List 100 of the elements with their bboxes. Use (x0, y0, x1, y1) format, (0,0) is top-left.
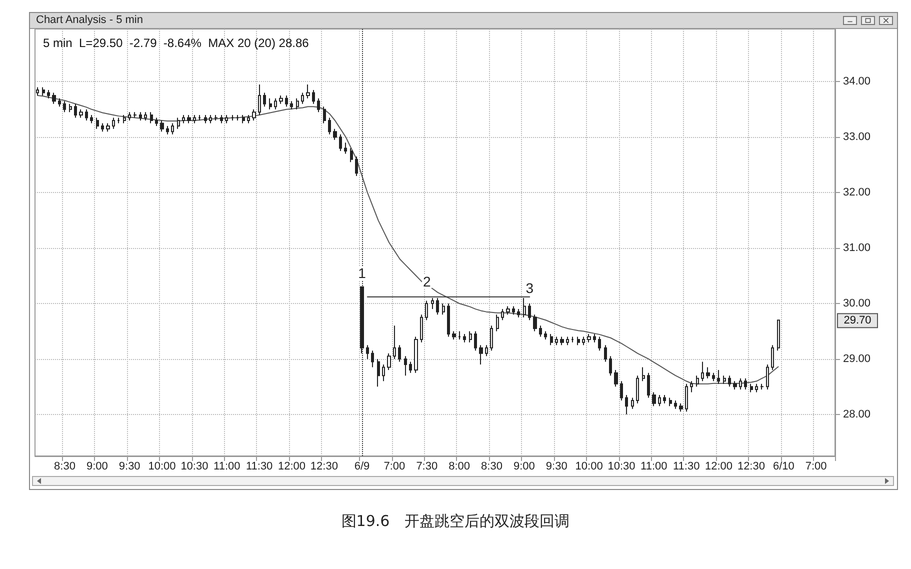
x-tick-label: 12:00 (705, 460, 733, 472)
candlestick (539, 325, 542, 338)
x-tick-label: 9:00 (86, 460, 108, 472)
candlestick (296, 98, 299, 110)
candlestick (733, 380, 737, 390)
candlestick (696, 375, 699, 388)
candlestick (269, 98, 272, 110)
candlestick (290, 100, 293, 110)
candlestick (647, 372, 650, 398)
x-tick-label: 7:30 (416, 460, 438, 472)
candlestick (766, 364, 769, 390)
candlestick (485, 344, 488, 357)
candlestick (171, 122, 174, 135)
x-tick-label: 7:00 (805, 460, 827, 472)
candlestick (58, 98, 61, 108)
candlestick (63, 100, 66, 113)
candlestick (544, 330, 547, 340)
candlestick (214, 114, 218, 121)
x-tick-label: 7:00 (384, 460, 406, 472)
candlestick (285, 95, 288, 108)
candlestick (312, 90, 315, 104)
candlestick (739, 378, 742, 390)
y-tick-label: 29.00 (843, 352, 871, 365)
candlestick (393, 325, 396, 360)
x-tick-label: 8:30 (481, 460, 502, 472)
candlestick (587, 334, 591, 343)
candlestick (204, 114, 207, 124)
x-tick-label: 10:00 (575, 460, 603, 472)
candlestick (755, 383, 758, 393)
candlestick (371, 350, 374, 368)
candlestick (614, 370, 618, 388)
candlestick (382, 364, 385, 382)
candlestick (350, 148, 353, 163)
x-tick-label: 12:30 (310, 460, 338, 472)
candlestick (690, 380, 693, 393)
candlestick (658, 394, 661, 407)
candlestick (533, 314, 537, 332)
candlestick (609, 356, 612, 376)
candlestick (431, 297, 434, 310)
candlestick (193, 114, 196, 124)
annotation: 29.70 (844, 314, 872, 327)
x-tick-label: 9:30 (546, 460, 568, 472)
candlestick (620, 380, 623, 402)
candlestick (442, 303, 445, 316)
x-tick-label: 10:30 (608, 460, 636, 472)
y-tick-label: 31.00 (843, 242, 871, 254)
candlestick (760, 383, 764, 390)
candlestick (555, 336, 558, 346)
candlestick (187, 114, 191, 124)
candlestick (160, 120, 164, 132)
candlestick (42, 86, 45, 96)
candlestick (642, 366, 645, 382)
candlestick (355, 156, 358, 176)
candlestick (242, 114, 245, 124)
candlestick (631, 397, 634, 410)
caption: 图19.6 开盘跳空后的双波段回调 (340, 512, 571, 531)
x-tick-label: 12:30 (737, 460, 765, 472)
candlestick (144, 112, 147, 121)
candlestick (236, 114, 239, 121)
candlestick (598, 336, 601, 352)
candlestick (560, 336, 564, 346)
candlestick (306, 84, 310, 99)
candlestick (414, 336, 418, 374)
candlestick (490, 325, 493, 352)
candlestick (377, 358, 380, 388)
candlestick (79, 108, 83, 118)
candlestick (523, 297, 526, 318)
candlestick (723, 375, 726, 384)
x-tick-label: 8:00 (448, 460, 470, 472)
candlestick (706, 366, 710, 379)
candlestick (425, 300, 428, 321)
candlestick (36, 86, 39, 96)
candlestick (220, 114, 223, 124)
x-tick-label: 8:30 (54, 460, 76, 472)
candlestick (328, 117, 331, 135)
candlestick (566, 336, 569, 346)
candlestick (577, 336, 580, 346)
candlestick (182, 114, 185, 124)
candlestick (333, 128, 337, 140)
candlestick (96, 117, 99, 130)
candlestick (360, 286, 364, 354)
candlestick (771, 344, 774, 371)
y-tick-label: 34.00 (843, 76, 871, 88)
chart-title: Chart Analysis - 5 min (36, 13, 143, 28)
x-tick-label: 9:30 (118, 460, 140, 472)
x-tick-label: 10:30 (180, 460, 208, 472)
candlestick (317, 98, 320, 113)
candlestick (663, 394, 666, 404)
candlestick (279, 95, 283, 104)
candlestick (90, 114, 93, 124)
candlestick (128, 112, 131, 121)
candlestick (398, 344, 401, 362)
candlestick (458, 330, 461, 340)
candlestick (47, 90, 50, 99)
candlestick (106, 122, 110, 132)
candlestick (252, 108, 256, 121)
candlestick (209, 114, 212, 124)
candlestick (258, 84, 261, 116)
x-tick-label: 11:00 (214, 460, 240, 472)
annotation: 3 (526, 280, 534, 296)
